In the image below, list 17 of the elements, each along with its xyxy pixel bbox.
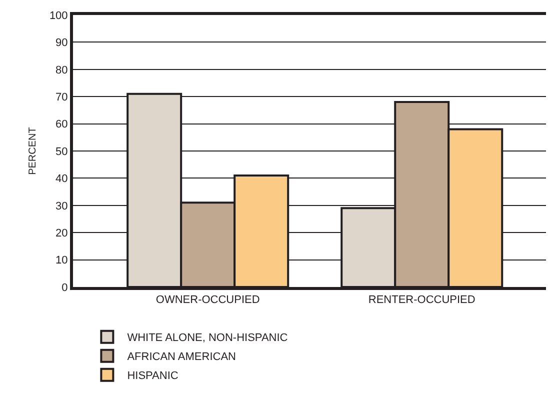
x-tick-label: RENTER-OCCUPIED: [368, 294, 476, 306]
y-tick-label: 50: [56, 146, 68, 158]
x-tick-label: OWNER-OCCUPIED: [156, 294, 260, 306]
y-tick-label: 90: [56, 37, 68, 50]
y-tick-label: 80: [56, 64, 68, 76]
y-tick-label: 30: [56, 200, 68, 212]
y-tick-label: 40: [56, 173, 68, 186]
legend-label: HISPANIC: [127, 370, 178, 382]
y-tick-label: 0: [62, 282, 68, 294]
y-axis-title: PERCENT: [27, 127, 38, 175]
y-tick-label: 70: [56, 91, 68, 104]
y-tick-label: 20: [56, 227, 68, 240]
y-tick-label: 10: [56, 254, 68, 267]
legend-label: WHITE ALONE, NON-HISPANIC: [127, 332, 288, 344]
y-tick-label: 60: [56, 118, 68, 131]
y-tick-label: 100: [49, 10, 68, 22]
legend-label: AFRICAN AMERICAN: [127, 351, 236, 364]
